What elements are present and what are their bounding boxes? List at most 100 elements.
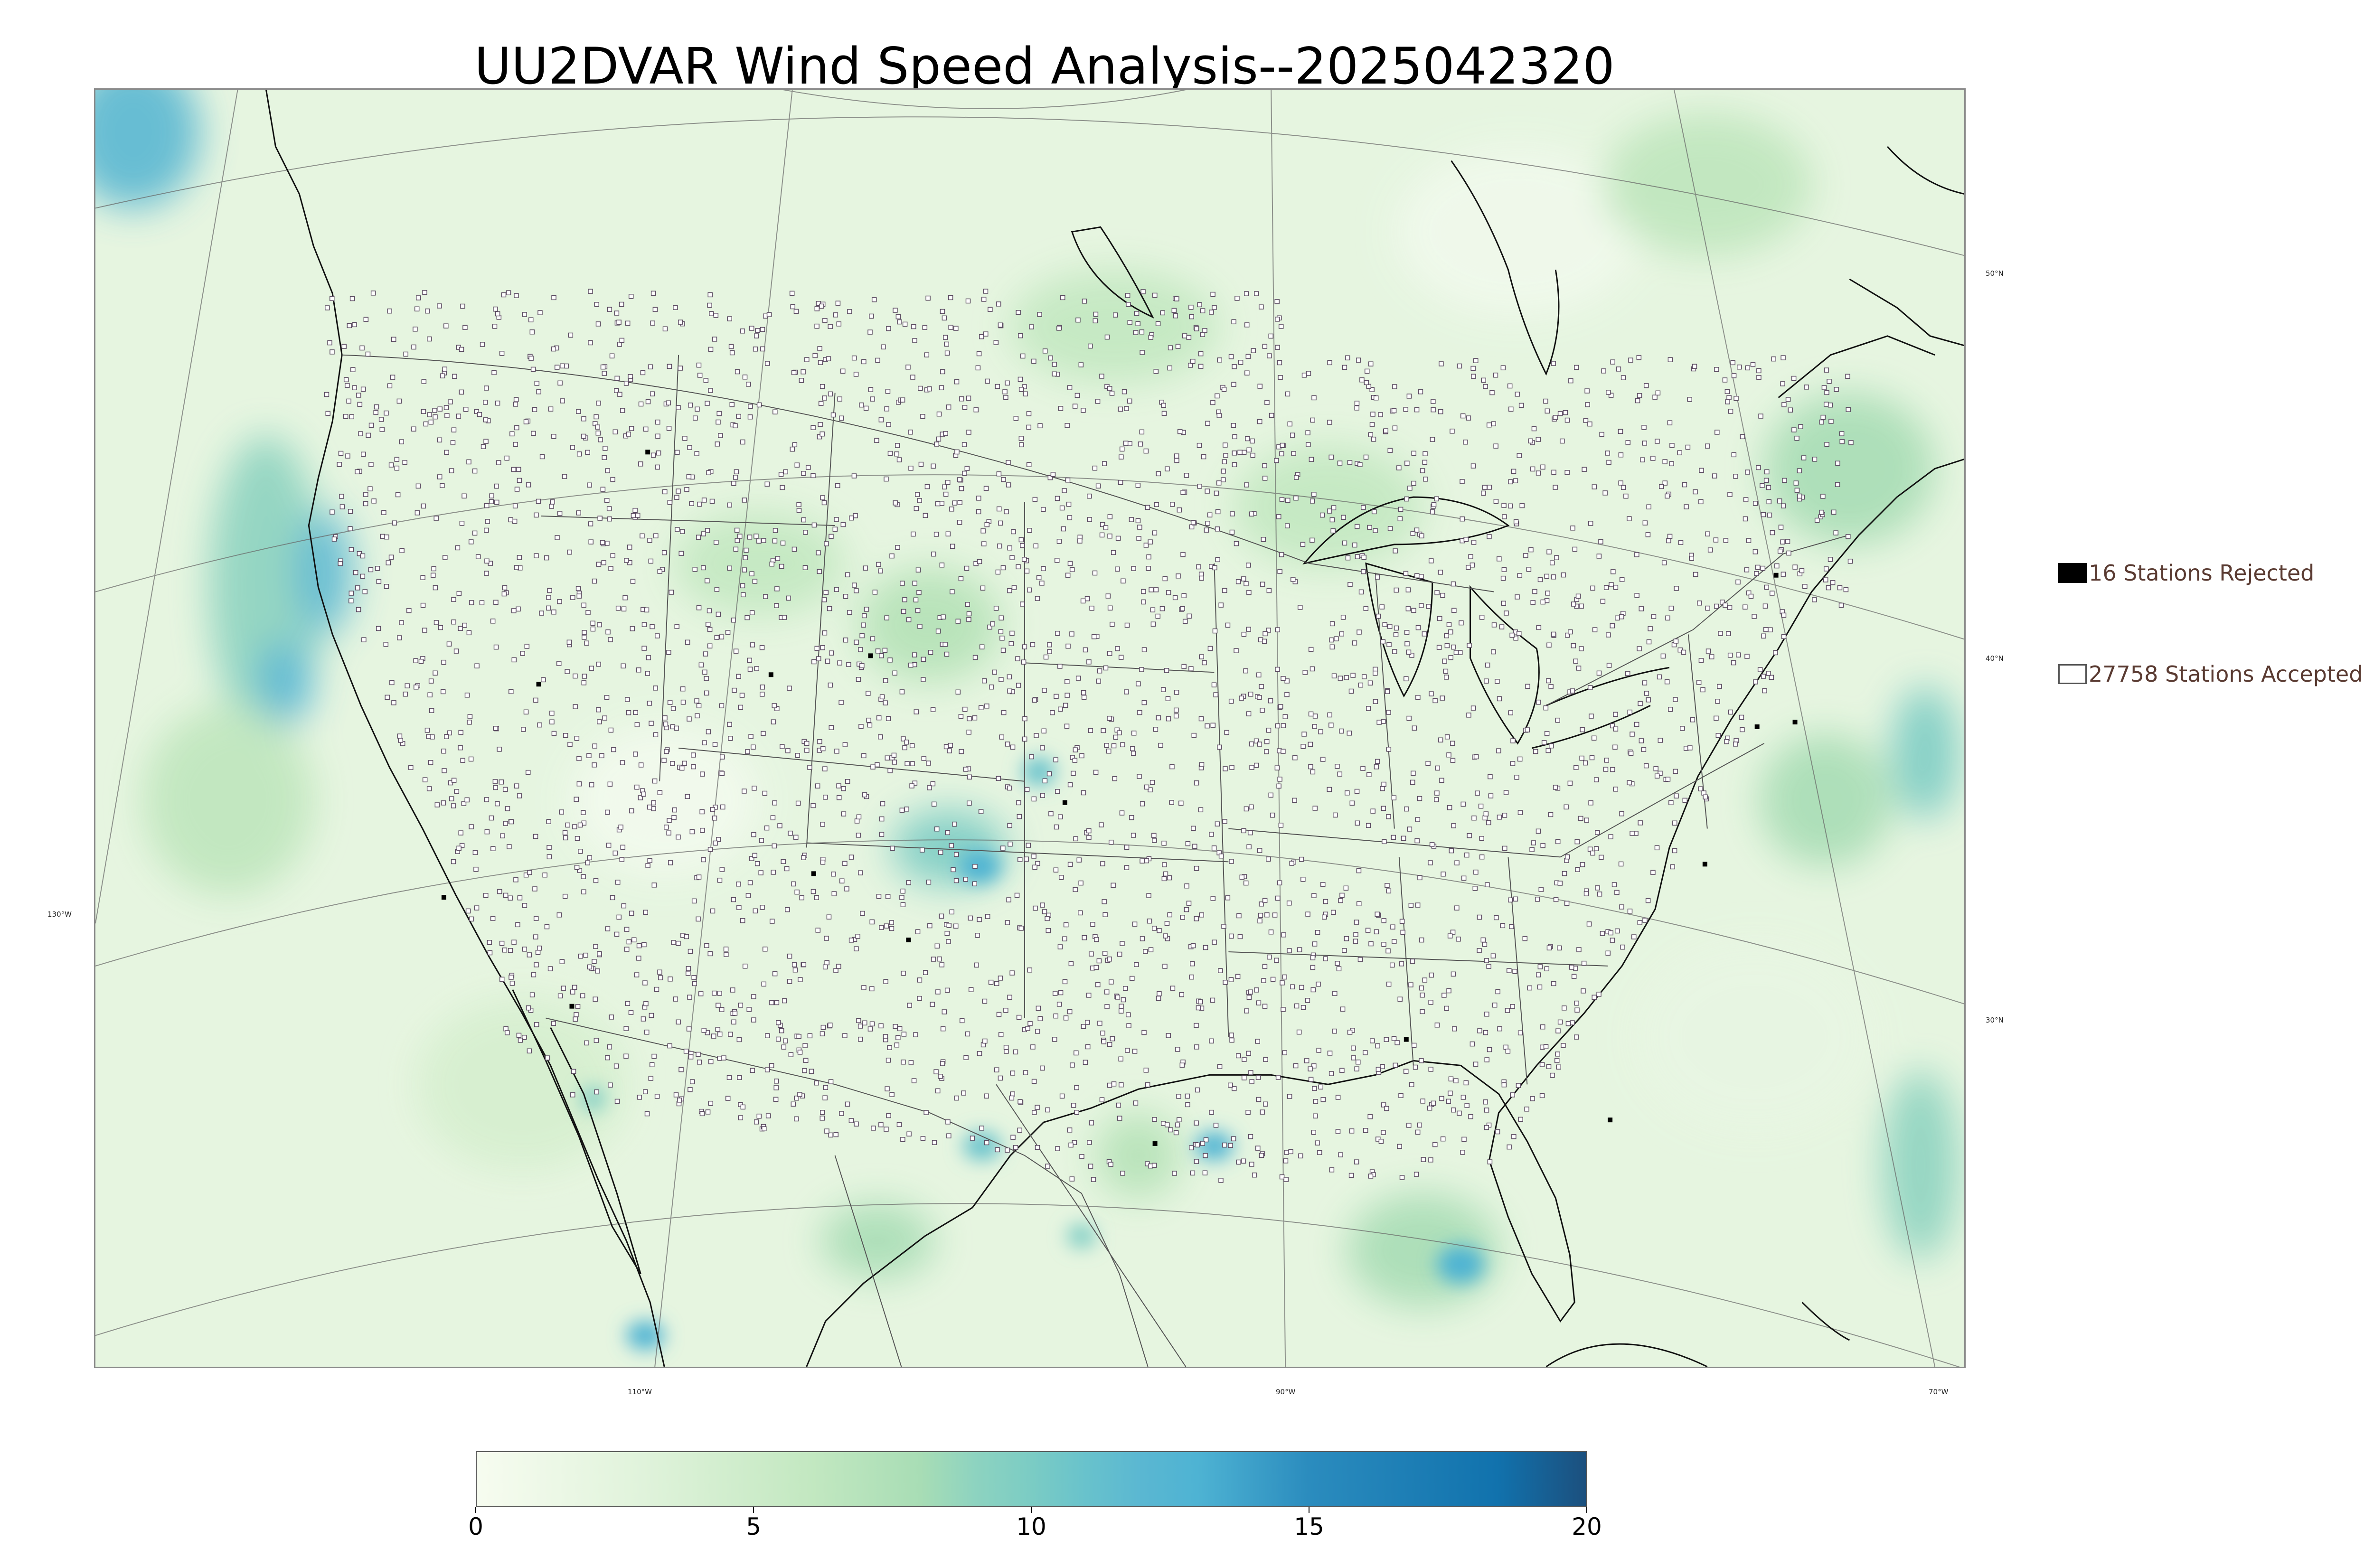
station-marker: [547, 966, 553, 971]
station-marker: [1470, 366, 1476, 371]
station-marker: [1140, 936, 1145, 941]
station-marker: [678, 1067, 684, 1072]
station-marker: [1543, 398, 1548, 404]
station-marker: [1381, 918, 1387, 923]
station-marker: [826, 914, 832, 920]
station-marker: [870, 636, 876, 641]
station-marker: [1544, 573, 1549, 579]
station-marker: [1355, 524, 1360, 529]
station-marker: [437, 303, 442, 309]
station-marker: [1615, 615, 1620, 621]
station-marker: [812, 353, 818, 358]
station-marker: [597, 516, 603, 521]
station-marker: [1264, 400, 1270, 405]
station-marker: [592, 578, 597, 584]
station-marker: [1013, 416, 1019, 421]
station-marker: [1386, 981, 1392, 987]
map-panel[interactable]: [94, 88, 1966, 1368]
station-marker: [1610, 723, 1615, 729]
station-marker: [1517, 453, 1522, 458]
station-marker: [1241, 631, 1247, 637]
station-marker: [1045, 1107, 1050, 1113]
station-marker: [996, 1012, 1002, 1017]
station-marker: [560, 398, 565, 404]
station-marker: [618, 824, 623, 830]
station-marker: [1590, 585, 1595, 591]
station-marker: [509, 431, 515, 437]
station-marker: [1673, 769, 1678, 774]
station-marker: [822, 395, 827, 401]
station-marker: [632, 507, 638, 513]
station-marker: [1010, 1070, 1016, 1076]
station-marker: [914, 506, 919, 511]
station-marker: [858, 1036, 863, 1042]
station-marker: [965, 298, 971, 304]
station-marker: [1583, 891, 1589, 896]
station-marker: [646, 655, 651, 660]
station-marker: [740, 918, 745, 923]
station-marker: [1062, 979, 1068, 985]
station-marker: [1258, 912, 1263, 918]
station-marker: [1432, 1142, 1438, 1147]
station-marker: [650, 291, 656, 296]
station-marker: [988, 307, 993, 312]
station-marker: [1592, 627, 1598, 632]
station-marker: [1797, 468, 1802, 473]
station-marker: [701, 857, 706, 863]
station-marker: [992, 669, 997, 675]
station-marker: [1310, 769, 1316, 775]
station-marker: [737, 534, 743, 539]
station-marker: [1257, 695, 1262, 700]
station-marker: [451, 427, 457, 432]
station-marker: [506, 290, 511, 295]
station-marker: [1187, 613, 1192, 619]
station-marker: [1642, 680, 1648, 685]
station-marker: [387, 308, 392, 314]
station-marker: [1072, 758, 1078, 763]
station-marker: [1564, 470, 1570, 475]
station-marker: [1451, 823, 1456, 828]
station-marker: [901, 970, 906, 976]
station-marker: [667, 818, 672, 823]
station-marker: [399, 548, 405, 554]
station-marker: [1504, 610, 1509, 616]
station-marker: [1137, 710, 1142, 715]
station-marker: [1394, 625, 1399, 631]
station-marker: [1074, 1109, 1079, 1115]
station-marker: [859, 402, 864, 408]
station-marker: [1032, 497, 1038, 502]
station-marker: [1264, 749, 1269, 754]
station-marker: [1194, 1044, 1199, 1050]
station-marker: [1484, 958, 1489, 963]
station-marker: [1358, 682, 1364, 688]
station-marker: [1248, 989, 1253, 995]
station-marker: [1350, 673, 1356, 678]
station-marker: [994, 981, 999, 986]
station-marker: [1554, 555, 1559, 561]
station-marker: [1397, 516, 1403, 522]
station-marker: [912, 581, 918, 586]
station-marker: [509, 689, 514, 695]
station-marker: [1375, 574, 1380, 580]
station-marker: [1026, 411, 1032, 416]
station-marker: [581, 680, 587, 685]
station-marker: [551, 1021, 556, 1026]
station-marker: [1286, 901, 1292, 906]
station-marker: [1217, 744, 1222, 750]
station-marker: [1056, 539, 1062, 544]
station-marker: [1035, 861, 1040, 866]
station-marker: [559, 809, 564, 815]
station-marker: [1482, 815, 1488, 821]
station-marker: [1394, 1040, 1400, 1045]
station-marker: [1507, 1144, 1512, 1150]
station-marker: [640, 533, 645, 539]
station-marker: [647, 537, 652, 543]
station-marker: [1190, 1170, 1196, 1176]
station-marker: [802, 1043, 808, 1048]
station-marker: [1354, 401, 1360, 406]
station-marker: [422, 777, 428, 782]
station-marker: [1300, 743, 1306, 749]
station-marker: [1585, 402, 1590, 407]
station-marker: [859, 633, 865, 638]
station-marker: [849, 515, 854, 521]
